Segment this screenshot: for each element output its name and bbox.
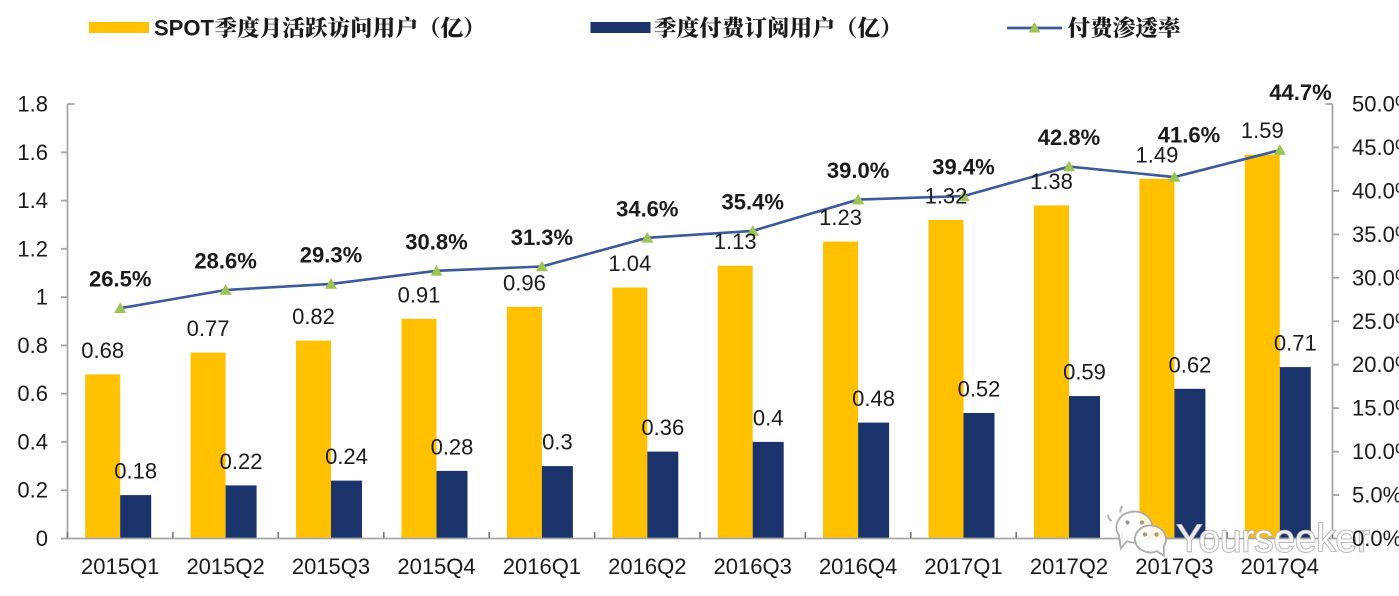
svg-text:0.62: 0.62	[1168, 352, 1211, 377]
svg-text:1.49: 1.49	[1135, 142, 1178, 167]
svg-text:2016Q2: 2016Q2	[608, 554, 686, 579]
svg-text:25.0%: 25.0%	[1352, 309, 1399, 334]
svg-text:0.48: 0.48	[852, 386, 895, 411]
svg-text:1.59: 1.59	[1241, 118, 1284, 143]
svg-text:1.23: 1.23	[819, 205, 862, 230]
svg-text:1.8: 1.8	[17, 92, 48, 117]
svg-text:30.0%: 30.0%	[1352, 265, 1399, 290]
svg-text:0.59: 0.59	[1063, 360, 1106, 385]
svg-text:0.2: 0.2	[17, 478, 48, 503]
svg-text:0.6: 0.6	[17, 381, 48, 406]
svg-text:1.32: 1.32	[925, 183, 968, 208]
svg-text:2015Q2: 2015Q2	[186, 554, 264, 579]
svg-text:0.8: 0.8	[17, 333, 48, 358]
svg-text:0.71: 0.71	[1274, 331, 1317, 356]
svg-text:1.2: 1.2	[17, 236, 48, 261]
svg-text:2015Q4: 2015Q4	[397, 554, 475, 579]
svg-text:35.4%: 35.4%	[722, 189, 784, 214]
svg-text:45.0%: 45.0%	[1352, 135, 1399, 160]
svg-text:0.68: 0.68	[81, 338, 124, 363]
svg-text:0.91: 0.91	[398, 282, 441, 307]
svg-text:30.8%: 30.8%	[405, 229, 467, 254]
svg-text:0.4: 0.4	[17, 429, 48, 454]
svg-text:15.0%: 15.0%	[1352, 396, 1399, 421]
svg-text:2017Q3: 2017Q3	[1135, 554, 1213, 579]
svg-text:0.82: 0.82	[292, 304, 335, 329]
svg-text:0: 0	[36, 526, 48, 551]
svg-text:2017Q2: 2017Q2	[1030, 554, 1108, 579]
svg-text:39.4%: 39.4%	[932, 155, 994, 180]
svg-text:0.4: 0.4	[753, 405, 784, 430]
svg-text:10.0%: 10.0%	[1352, 439, 1399, 464]
svg-text:0.28: 0.28	[431, 434, 474, 459]
svg-text:0.18: 0.18	[114, 459, 157, 484]
svg-text:2016Q3: 2016Q3	[714, 554, 792, 579]
svg-text:SPOT: SPOT	[154, 16, 214, 41]
svg-text:42.8%: 42.8%	[1038, 125, 1100, 150]
svg-text:2015Q1: 2015Q1	[81, 554, 159, 579]
svg-text:1.13: 1.13	[714, 229, 757, 254]
svg-text:2016Q1: 2016Q1	[503, 554, 581, 579]
svg-text:41.6%: 41.6%	[1158, 123, 1220, 148]
svg-text:39.0%: 39.0%	[827, 158, 889, 183]
svg-text:26.5%: 26.5%	[89, 267, 151, 292]
svg-text:1.6: 1.6	[17, 140, 48, 165]
svg-text:34.6%: 34.6%	[616, 196, 678, 221]
svg-text:2017Q4: 2017Q4	[1241, 554, 1319, 579]
svg-text:50.0%: 50.0%	[1352, 92, 1399, 117]
svg-text:2017Q1: 2017Q1	[924, 554, 1002, 579]
svg-text:0.52: 0.52	[958, 377, 1001, 402]
svg-text:5.0%: 5.0%	[1352, 483, 1399, 508]
svg-text:20.0%: 20.0%	[1352, 352, 1399, 377]
svg-text:0.3: 0.3	[542, 430, 573, 455]
svg-text:2016Q4: 2016Q4	[819, 554, 897, 579]
svg-text:40.0%: 40.0%	[1352, 178, 1399, 203]
svg-text:1.4: 1.4	[17, 188, 48, 213]
svg-text:35.0%: 35.0%	[1352, 222, 1399, 247]
svg-text:1.38: 1.38	[1030, 169, 1073, 194]
svg-text:0.22: 0.22	[220, 449, 263, 474]
svg-text:0.0%: 0.0%	[1352, 526, 1399, 551]
svg-text:0.36: 0.36	[641, 415, 684, 440]
svg-text:1.04: 1.04	[608, 251, 651, 276]
svg-text:0.77: 0.77	[187, 316, 230, 341]
svg-text:Yourseeker: Yourseeker	[1177, 518, 1371, 561]
svg-text:29.3%: 29.3%	[300, 242, 362, 267]
svg-text:44.7%: 44.7%	[1269, 80, 1331, 105]
svg-text:1: 1	[36, 285, 48, 310]
svg-text:28.6%: 28.6%	[194, 249, 256, 274]
svg-text:2015Q3: 2015Q3	[292, 554, 370, 579]
svg-text:31.3%: 31.3%	[511, 225, 573, 250]
svg-text:0.96: 0.96	[503, 270, 546, 295]
svg-text:0.24: 0.24	[325, 444, 368, 469]
